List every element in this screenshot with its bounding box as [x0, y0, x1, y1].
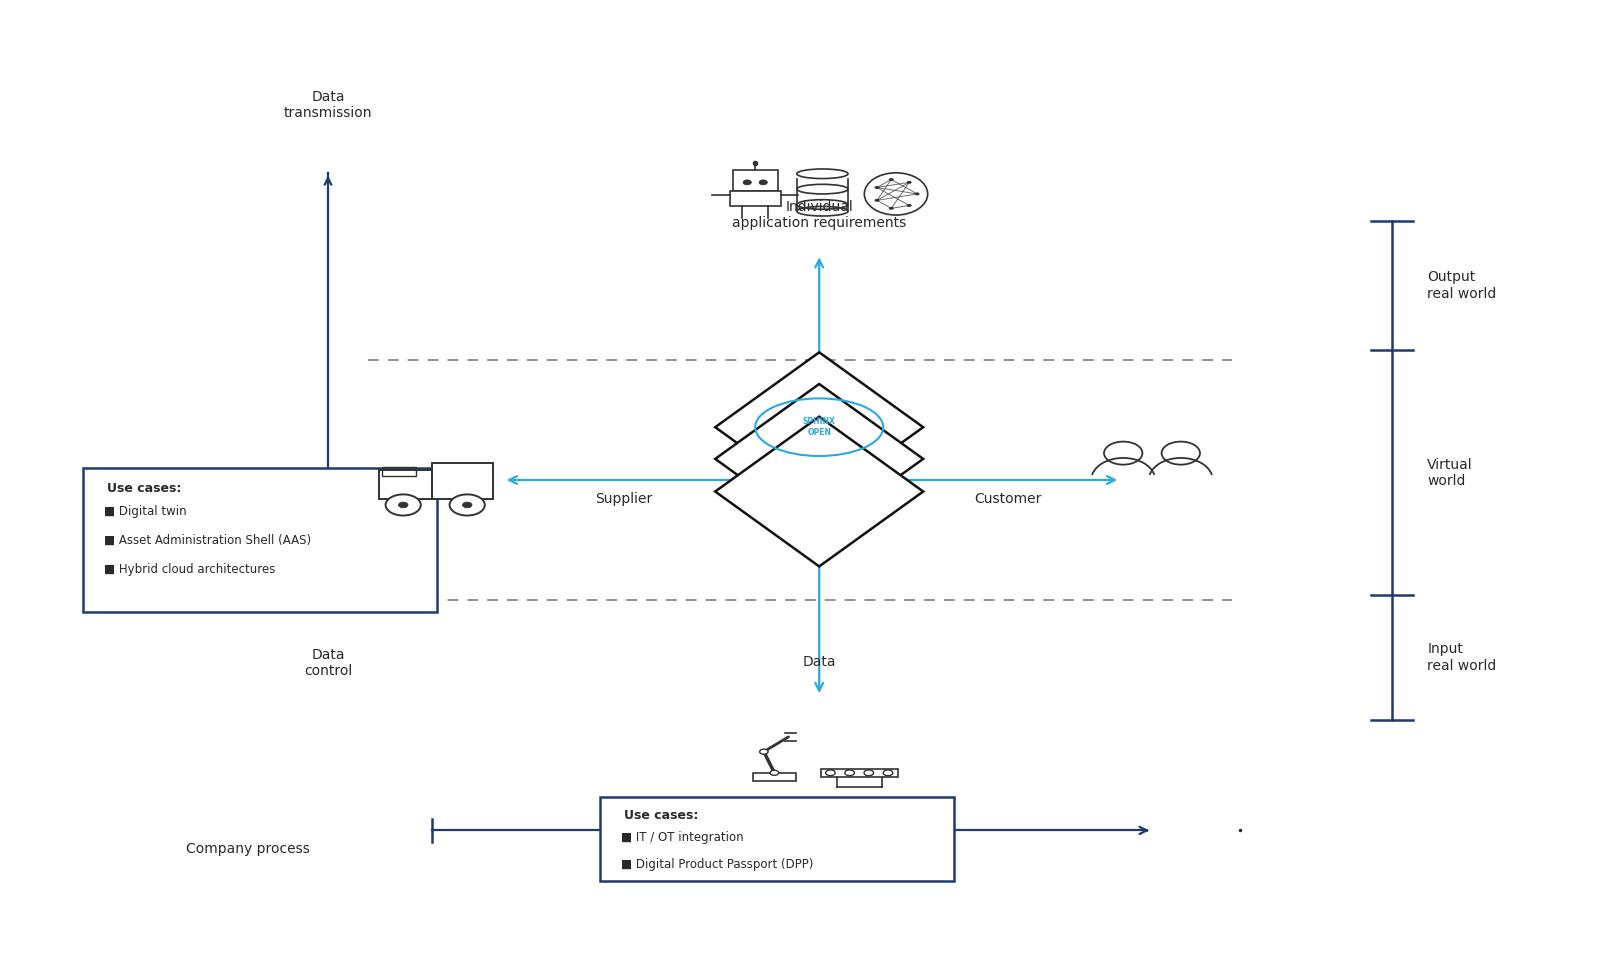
Text: Data: Data — [803, 655, 835, 669]
Circle shape — [386, 494, 421, 516]
Text: Supplier: Supplier — [595, 492, 653, 506]
FancyBboxPatch shape — [600, 797, 954, 881]
Circle shape — [915, 192, 920, 196]
FancyBboxPatch shape — [733, 170, 778, 191]
FancyBboxPatch shape — [730, 191, 781, 206]
Circle shape — [907, 180, 912, 183]
Circle shape — [450, 494, 485, 516]
Text: Customer: Customer — [974, 492, 1042, 506]
Text: ■ Digital Product Passport (DPP): ■ Digital Product Passport (DPP) — [621, 858, 813, 872]
FancyBboxPatch shape — [821, 769, 898, 777]
Text: Output
real world: Output real world — [1427, 271, 1496, 300]
FancyBboxPatch shape — [83, 468, 437, 612]
Text: ■ IT / OT integration: ■ IT / OT integration — [621, 831, 744, 845]
Polygon shape — [715, 352, 923, 502]
Circle shape — [758, 180, 768, 185]
Circle shape — [890, 178, 894, 181]
Circle shape — [875, 186, 880, 189]
Circle shape — [398, 502, 408, 508]
Circle shape — [890, 206, 894, 210]
Text: ■ Hybrid cloud architectures: ■ Hybrid cloud architectures — [104, 563, 275, 576]
Polygon shape — [715, 417, 923, 566]
Text: Input
real world: Input real world — [1427, 642, 1496, 673]
FancyBboxPatch shape — [379, 470, 432, 499]
Text: Use cases:: Use cases: — [624, 809, 698, 823]
FancyBboxPatch shape — [754, 773, 795, 781]
Text: Use cases:: Use cases: — [107, 482, 181, 495]
Circle shape — [760, 749, 768, 755]
Text: Company process: Company process — [186, 842, 310, 856]
Ellipse shape — [797, 169, 848, 179]
Text: Virtual
world: Virtual world — [1427, 458, 1474, 488]
Text: ■ Asset Administration Shell (AAS): ■ Asset Administration Shell (AAS) — [104, 534, 310, 547]
Text: Individual
application requirements: Individual application requirements — [733, 201, 906, 230]
Circle shape — [462, 502, 472, 508]
Text: Data
control: Data control — [304, 648, 352, 678]
Text: Data
transmission: Data transmission — [283, 90, 373, 120]
Polygon shape — [715, 384, 923, 534]
Circle shape — [875, 199, 880, 202]
Circle shape — [770, 770, 779, 776]
Circle shape — [907, 204, 912, 207]
Text: SPHINX
OPEN: SPHINX OPEN — [803, 418, 835, 437]
Circle shape — [742, 180, 752, 185]
FancyBboxPatch shape — [432, 463, 493, 499]
Text: ■ Digital twin: ■ Digital twin — [104, 505, 187, 518]
